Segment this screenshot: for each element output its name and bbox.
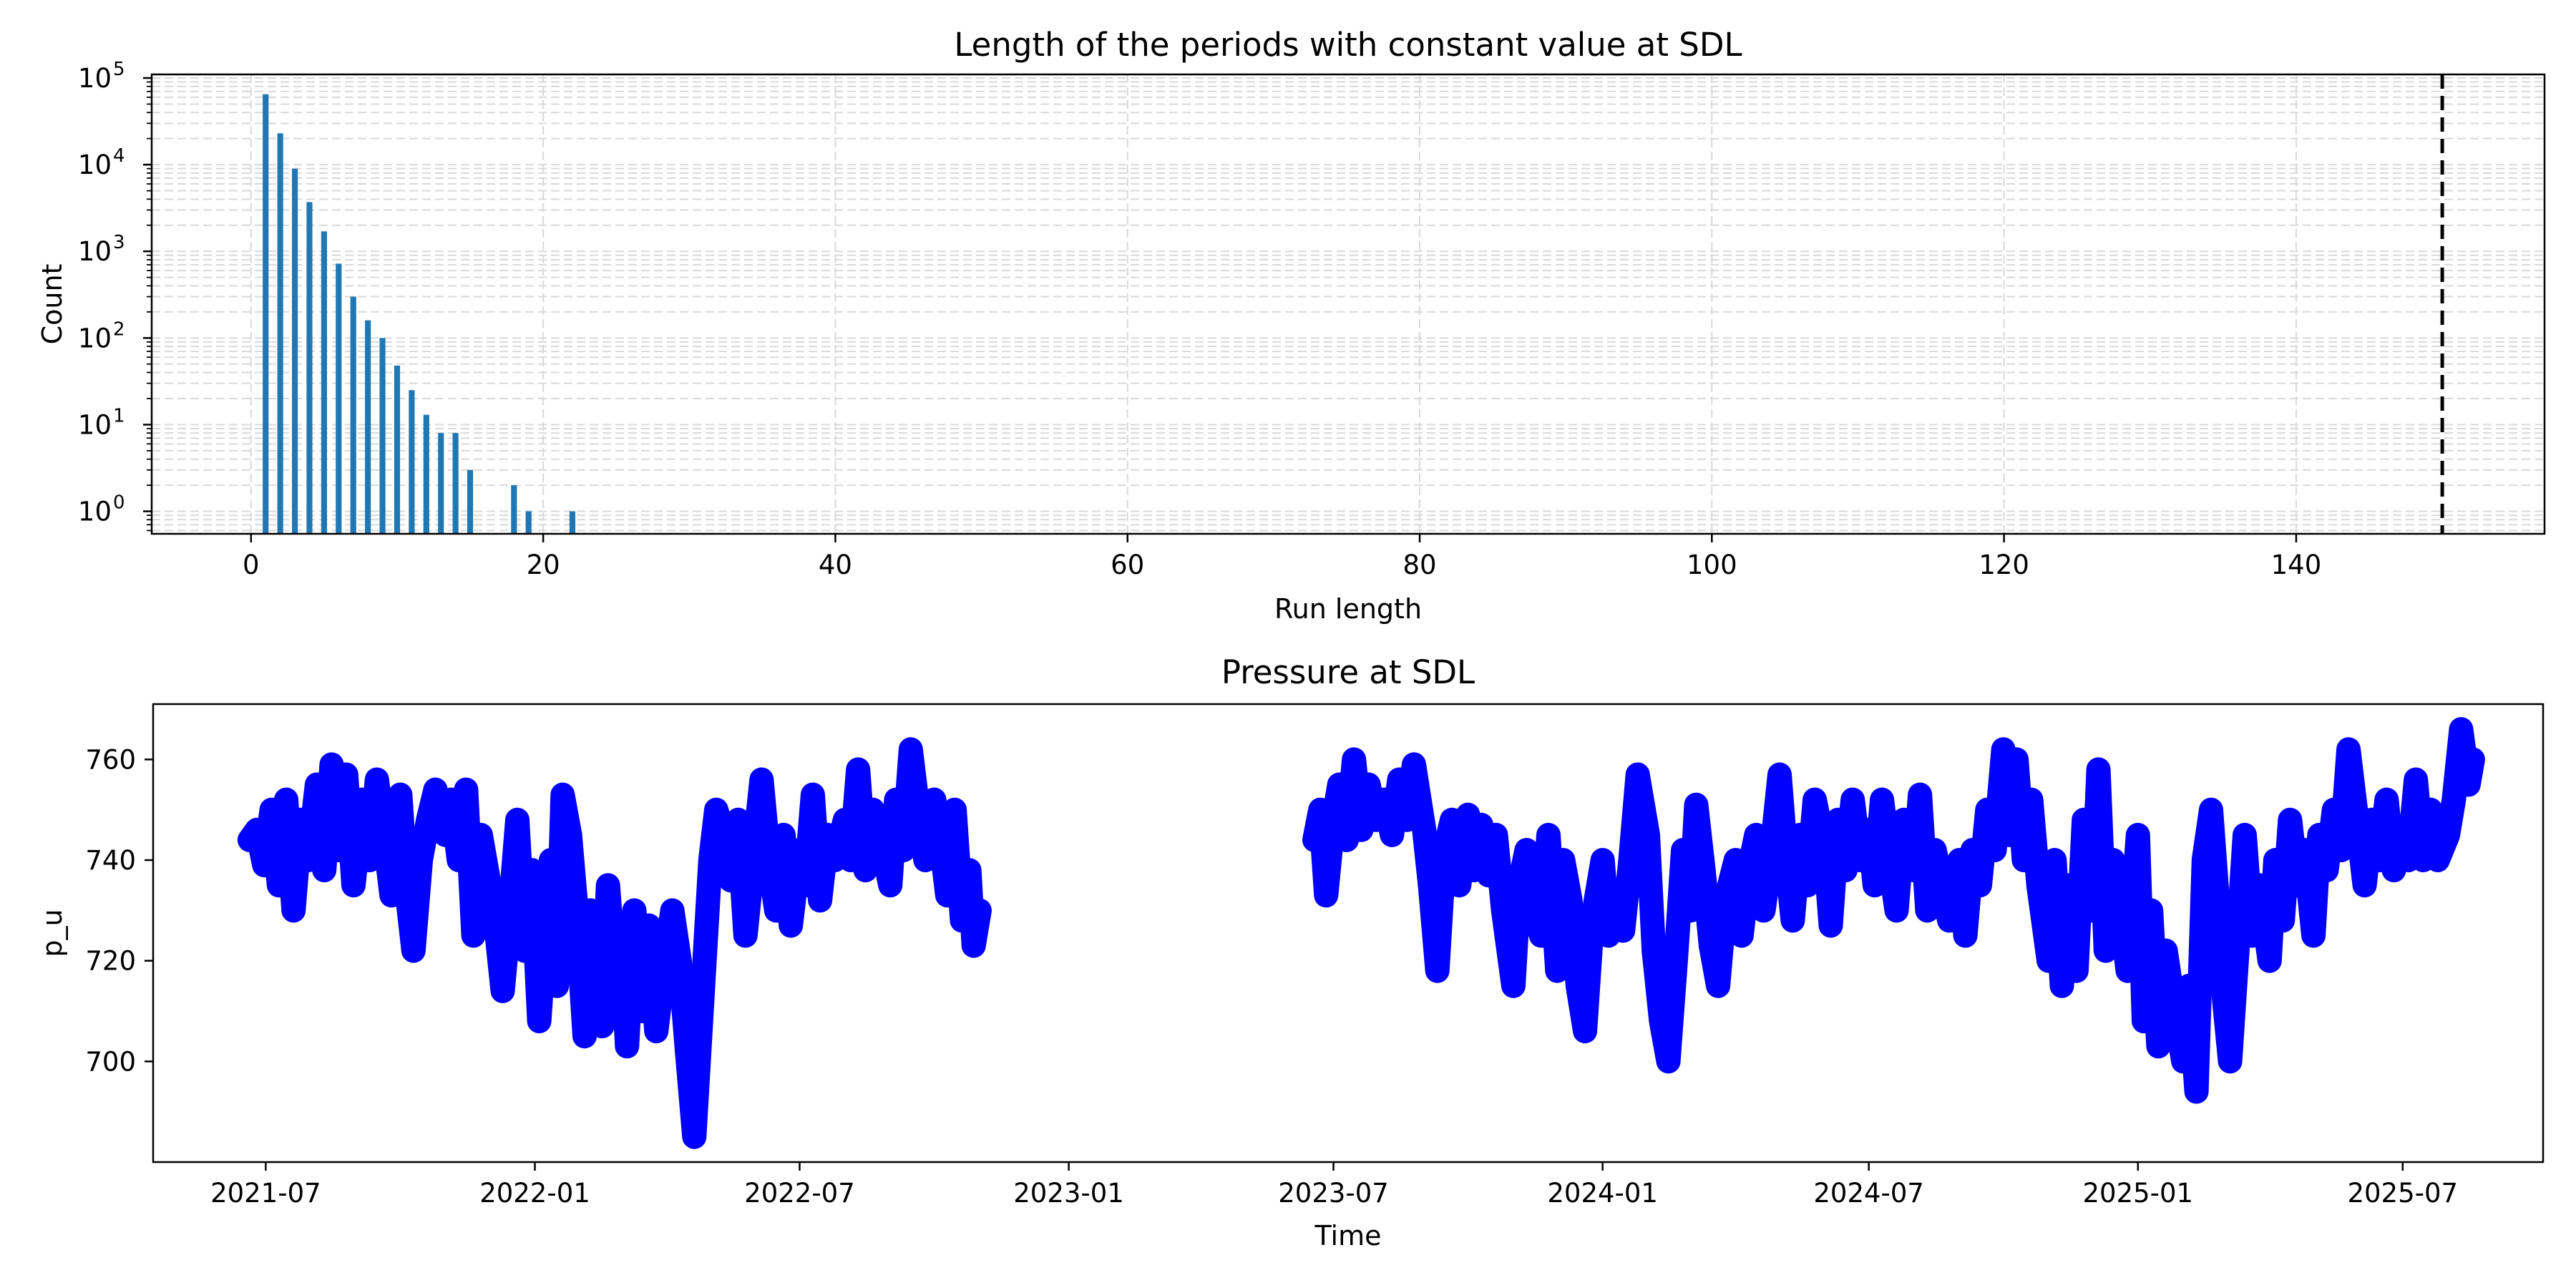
x-tick-label: 2025-07 <box>2347 1178 2458 1209</box>
y-tick-label: 10 <box>78 236 112 267</box>
pressure-series <box>237 717 2485 1149</box>
y-tick-exponent: 2 <box>113 318 125 340</box>
y-tick-label: 760 <box>85 744 136 775</box>
pressure-panel: 2021-07 2022-01 2022-07 2023-01 2023-07 2024-… <box>36 653 2545 1252</box>
x-tick-label: 0 <box>243 550 260 580</box>
pressure-x-label: Time <box>1314 1220 1382 1252</box>
y-tick-exponent: 4 <box>113 145 125 167</box>
histogram-bar <box>321 231 327 534</box>
y-tick-label: 10 <box>78 409 112 440</box>
x-tick-label: 120 <box>1979 550 2029 580</box>
x-tick-label: 2024-01 <box>1547 1178 1658 1209</box>
x-tick-label: 2023-01 <box>1013 1178 1124 1209</box>
pressure-y-ticks: 700 720 740 760 <box>85 744 153 1077</box>
pressure-line <box>1302 717 2485 1104</box>
histogram-bar <box>423 414 429 534</box>
histogram-bar <box>277 133 283 534</box>
histogram-title: Length of the periods with constant valu… <box>954 26 1742 64</box>
histogram-y-label: Count <box>36 264 68 345</box>
y-tick-exponent: 5 <box>113 59 125 80</box>
x-tick-label: 40 <box>819 550 852 580</box>
histogram-bar <box>394 365 401 534</box>
x-tick-label: 2023-07 <box>1278 1178 1389 1209</box>
histogram-plot-frame <box>150 73 2546 535</box>
y-tick-label: 700 <box>85 1046 136 1077</box>
pressure-y-label: p_u <box>36 909 68 957</box>
histogram-x-ticks: 0 20 40 60 80 100 120 140 <box>243 534 2321 580</box>
y-tick-exponent: 3 <box>113 232 125 253</box>
pressure-x-ticks: 2021-07 2022-01 2022-07 2023-01 2023-07 2024-… <box>210 1162 2458 1209</box>
x-tick-label: 2021-07 <box>210 1178 321 1209</box>
y-tick-label: 10 <box>78 497 112 527</box>
x-tick-label: 80 <box>1402 550 1436 580</box>
y-tick-label: 740 <box>85 845 136 876</box>
histogram-bar <box>511 485 517 534</box>
x-tick-label: 2022-07 <box>744 1178 855 1209</box>
y-tick-label: 720 <box>85 946 136 977</box>
histogram-bar <box>336 263 342 534</box>
histogram-bar <box>452 433 459 534</box>
histogram-x-label: Run length <box>1274 593 1422 625</box>
pressure-line <box>237 737 992 1149</box>
y-tick-label: 10 <box>78 63 112 94</box>
y-tick-exponent: 1 <box>113 405 125 426</box>
pressure-plot-frame <box>152 703 2545 1163</box>
histogram-bar <box>350 296 356 534</box>
x-tick-label: 60 <box>1111 550 1144 580</box>
y-tick-label: 10 <box>78 150 112 180</box>
histogram-bar <box>263 94 269 535</box>
x-tick-label: 2025-01 <box>2082 1178 2193 1209</box>
histogram-bar <box>306 202 313 534</box>
x-tick-label: 140 <box>2271 550 2322 580</box>
pressure-title: Pressure at SDL <box>1221 653 1475 691</box>
histogram-bar <box>467 469 474 534</box>
x-tick-label: 20 <box>527 550 560 580</box>
histogram-bar <box>365 320 371 534</box>
histogram-bar <box>291 168 298 535</box>
histogram-bar <box>409 390 415 534</box>
y-tick-exponent: 0 <box>113 492 125 514</box>
histogram-bar <box>525 511 532 534</box>
histogram-bar <box>438 433 444 534</box>
histogram-bar <box>569 511 576 534</box>
x-tick-label: 2022-01 <box>479 1178 590 1209</box>
y-tick-label: 10 <box>78 323 112 353</box>
histogram-bars <box>263 94 576 535</box>
x-tick-label: 2024-07 <box>1813 1178 1924 1209</box>
x-tick-label: 100 <box>1687 550 1737 580</box>
histogram-bar <box>379 338 386 534</box>
